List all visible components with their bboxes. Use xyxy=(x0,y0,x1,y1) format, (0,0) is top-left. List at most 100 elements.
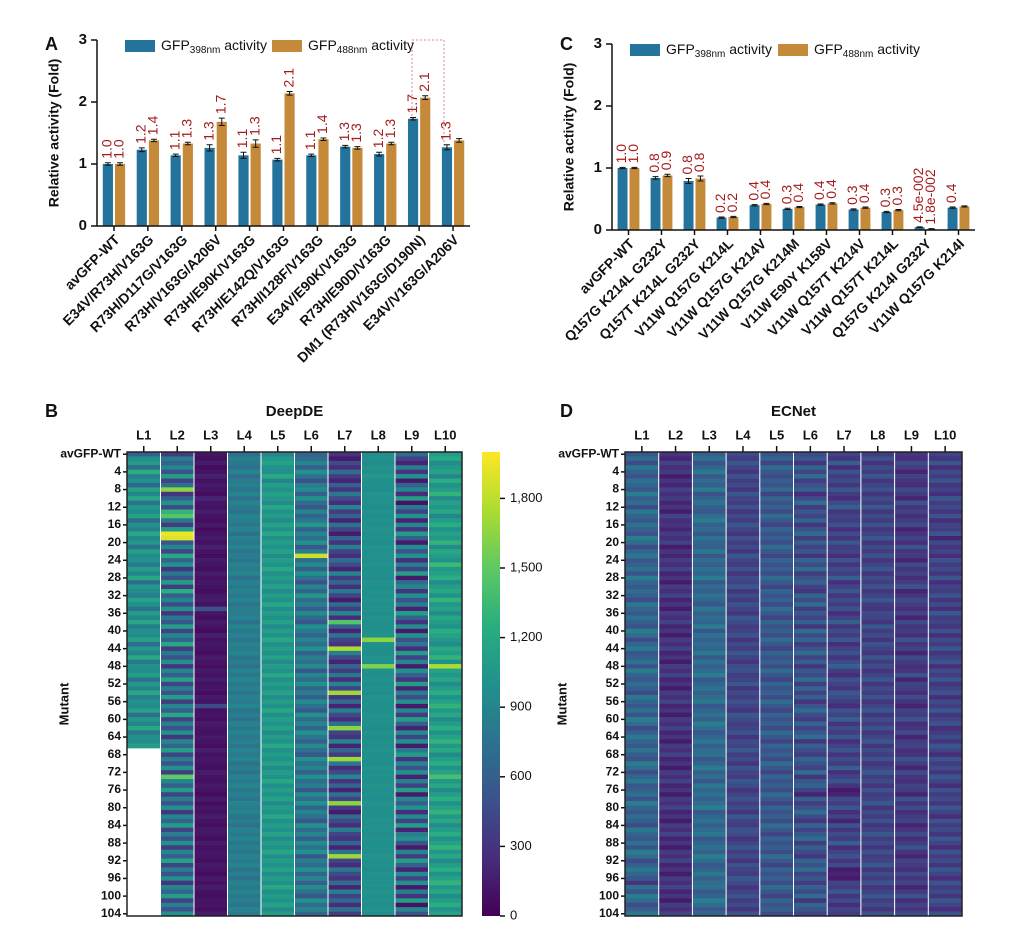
value-label: 0.8 xyxy=(679,155,695,175)
row-label: 12 xyxy=(606,499,620,513)
heatmap-cell xyxy=(726,650,761,656)
heatmap-cell xyxy=(395,650,429,656)
heatmap-cell xyxy=(428,606,463,612)
heatmap-cell xyxy=(726,867,761,873)
heatmap-cell xyxy=(194,801,228,806)
heatmap-cell xyxy=(726,770,761,775)
heatmap-cell xyxy=(928,650,963,656)
heatmap-cell xyxy=(726,566,761,572)
heatmap-cell xyxy=(827,787,862,793)
heatmap-cell xyxy=(658,845,693,851)
heatmap-cell xyxy=(726,588,761,594)
heatmap-cell xyxy=(261,796,295,802)
heatmap-cell xyxy=(395,730,429,736)
error-bar xyxy=(117,162,124,166)
heatmap-cell xyxy=(127,597,161,603)
bar xyxy=(794,207,805,230)
heatmap-cell xyxy=(361,748,396,753)
heatmap-cell xyxy=(227,712,262,718)
heatmap-cell xyxy=(395,907,429,912)
heatmap-cell xyxy=(127,611,161,616)
heatmap-cell xyxy=(658,509,693,515)
heatmap-cell xyxy=(860,566,895,572)
heatmap-cell xyxy=(928,482,963,488)
bar xyxy=(827,203,838,230)
heatmap-cell xyxy=(428,902,463,908)
heatmap-cell xyxy=(759,893,794,899)
heatmap-cell xyxy=(361,712,396,718)
heatmap-cell xyxy=(227,637,262,643)
heatmap-cell xyxy=(261,809,295,815)
heatmap-cell xyxy=(294,566,329,572)
heatmap-cell xyxy=(793,752,828,758)
heatmap-cell xyxy=(194,668,228,674)
heatmap-cell xyxy=(261,756,295,762)
heatmap-cell xyxy=(625,752,659,758)
heatmap-cell xyxy=(294,774,329,780)
heatmap-cell xyxy=(759,761,794,767)
heatmap-cell xyxy=(227,814,262,820)
heatmap-cell xyxy=(294,814,329,820)
heatmap-cell xyxy=(227,460,262,466)
heatmap-cell xyxy=(395,655,429,660)
heatmap-cell xyxy=(759,518,794,524)
heatmap-cell xyxy=(127,655,161,660)
heatmap-cell xyxy=(428,787,463,793)
heatmap-cell xyxy=(726,880,761,886)
heatmap-cell xyxy=(294,456,329,462)
value-label: 1.7 xyxy=(404,94,420,114)
heatmap-cell xyxy=(160,712,195,718)
heatmap-cell xyxy=(194,686,228,691)
heatmap-cell xyxy=(261,690,295,696)
heatmap-cell xyxy=(827,487,862,493)
heatmap-cell xyxy=(658,911,693,917)
row-label: 24 xyxy=(108,552,122,566)
colorbar-tick-label: 1,200 xyxy=(510,629,543,644)
heatmap-cell xyxy=(294,637,329,643)
heatmap-cell xyxy=(658,823,693,828)
bar xyxy=(114,164,126,226)
heatmap-cell xyxy=(395,474,429,479)
heatmap-cell xyxy=(227,580,262,585)
heatmap-cell xyxy=(658,672,693,678)
heatmap-cell xyxy=(395,513,429,519)
heatmap-cell xyxy=(361,655,396,660)
heatmap-cell xyxy=(894,712,929,718)
heatmap-cell xyxy=(395,509,429,515)
heatmap-cell xyxy=(194,597,228,603)
heatmap-cell xyxy=(227,478,262,484)
heatmap-cell xyxy=(428,779,463,784)
heatmap-cell xyxy=(395,902,429,908)
heatmap-cell xyxy=(726,672,761,678)
heatmap-cell xyxy=(328,491,362,497)
heatmap-cell xyxy=(328,902,362,908)
heatmap-cell xyxy=(894,558,929,563)
heatmap-cell xyxy=(658,496,693,501)
heatmap-cell xyxy=(692,624,727,630)
heatmap-cell xyxy=(928,628,963,634)
heatmap-cell xyxy=(928,571,963,577)
heatmap-cell xyxy=(294,717,329,722)
heatmap-cell xyxy=(793,907,828,912)
bar xyxy=(761,203,772,230)
heatmap-cell xyxy=(793,642,828,647)
heatmap-cell xyxy=(227,752,262,758)
heatmap-cell xyxy=(658,756,693,762)
error-bar xyxy=(410,117,417,121)
heatmap-cell xyxy=(160,779,195,784)
heatmap-cell xyxy=(658,809,693,815)
heatmap-cell xyxy=(692,840,727,846)
heatmap-cell xyxy=(294,805,329,811)
heatmap-cell xyxy=(827,805,862,811)
y-axis-title: Mutant xyxy=(554,682,569,725)
heatmap-cell xyxy=(860,646,895,652)
heatmap-cell xyxy=(194,849,228,855)
row-label: 60 xyxy=(606,712,620,726)
heatmap-cell xyxy=(625,761,659,767)
heatmap-cell xyxy=(194,832,228,837)
error-bar xyxy=(796,205,803,209)
heatmap-cell xyxy=(793,677,828,683)
heatmap-cell xyxy=(726,642,761,647)
heatmap-cell xyxy=(428,575,463,581)
row-label: avGFP-WT xyxy=(558,446,619,460)
